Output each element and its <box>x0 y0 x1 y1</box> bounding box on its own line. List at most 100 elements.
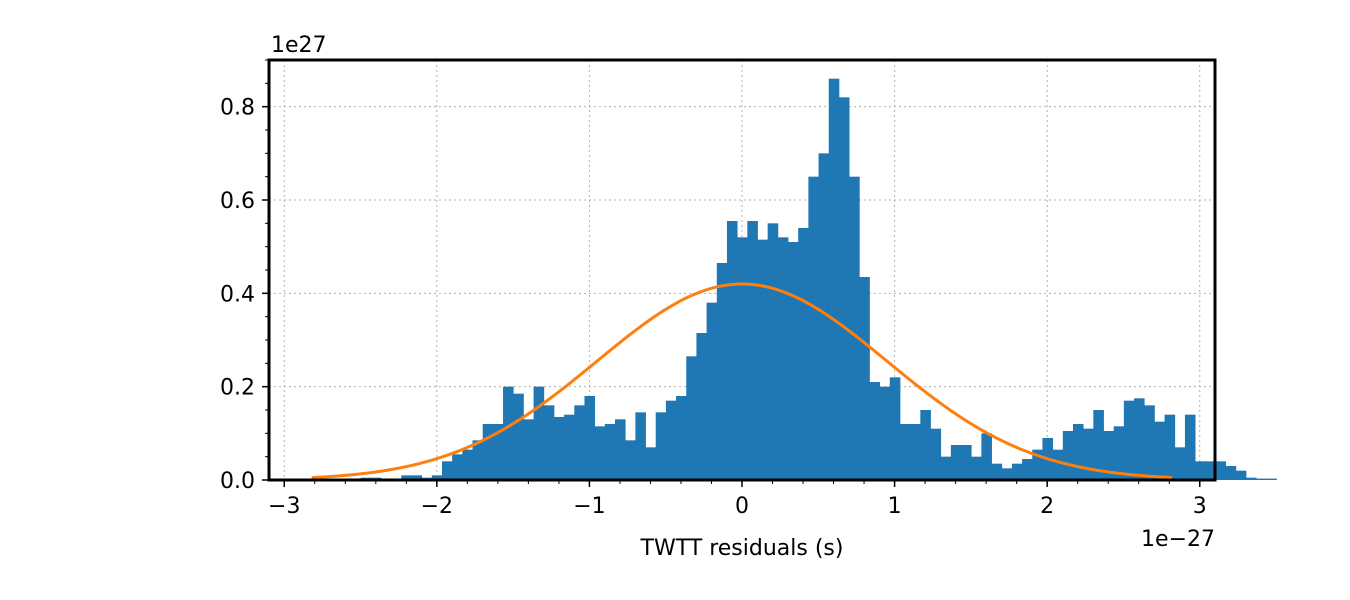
histogram-bar-11 <box>411 475 423 480</box>
histogram-bar-77 <box>1083 428 1094 480</box>
histogram-bar-84 <box>1154 421 1165 480</box>
histogram-bar-41 <box>716 263 728 480</box>
x-axis-label: TWTT residuals (s) <box>640 536 844 561</box>
histogram-bar-20 <box>503 386 514 480</box>
x-tick-label-6: 3 <box>1193 494 1207 519</box>
histogram-bar-38 <box>686 356 697 480</box>
histogram-bar-79 <box>1103 431 1115 480</box>
histogram-bar-90 <box>1215 461 1227 480</box>
x-tick-label-2: −1 <box>573 494 605 519</box>
histogram-bar-34 <box>645 447 657 480</box>
histogram-bar-83 <box>1144 405 1155 480</box>
histogram-bar-49 <box>798 228 809 480</box>
histogram-bar-58 <box>889 377 901 480</box>
histogram-bar-82 <box>1134 398 1145 480</box>
histogram-bar-15 <box>452 454 463 480</box>
histogram-bar-56 <box>869 382 881 480</box>
histogram-bar-81 <box>1123 400 1135 480</box>
histogram-bar-52 <box>828 78 840 481</box>
histogram-bar-64 <box>950 445 962 480</box>
histogram-bar-75 <box>1062 431 1074 480</box>
y-tick-label-3: 0.6 <box>220 189 255 214</box>
histogram-bar-71 <box>1022 459 1033 480</box>
histogram-bar-27 <box>574 405 585 480</box>
histogram-bar-33 <box>635 412 646 480</box>
histogram-bar-54 <box>849 176 860 480</box>
y-offset-label: 1e27 <box>271 33 327 58</box>
histogram-bar-13 <box>431 475 443 480</box>
histogram-bar-55 <box>859 277 870 480</box>
histogram-bar-25 <box>553 417 565 480</box>
histogram-bar-72 <box>1032 449 1043 480</box>
histogram-bar-66 <box>971 456 982 480</box>
x-tick-label-1: −2 <box>421 494 453 519</box>
y-tick-label-4: 0.8 <box>220 96 255 121</box>
histogram-bar-53 <box>838 97 850 480</box>
histogram-bar-32 <box>625 440 636 480</box>
histogram-bar-31 <box>615 419 626 480</box>
grid-lines <box>269 60 1215 481</box>
histogram-bar-22 <box>523 419 534 480</box>
histogram-bar-10 <box>401 475 412 480</box>
x-offset-label: 1e−27 <box>1141 527 1215 552</box>
histogram-bar-93 <box>1245 477 1257 480</box>
histogram-bar-51 <box>818 153 830 481</box>
histogram-bar-35 <box>655 412 667 480</box>
histogram-bar-94 <box>1256 478 1267 480</box>
y-tick-label-1: 0.2 <box>220 376 255 401</box>
x-tick-label-3: 0 <box>735 494 749 519</box>
x-tick-label-0: −3 <box>268 494 300 519</box>
histogram-bar-19 <box>492 424 504 480</box>
histogram-bar-50 <box>808 176 819 480</box>
histogram-bar-28 <box>584 396 596 480</box>
histogram-bar-62 <box>930 428 942 480</box>
histogram-bar-43 <box>737 237 748 480</box>
histogram-bars <box>299 78 1277 481</box>
histogram-bar-78 <box>1093 410 1104 480</box>
y-tick-label-2: 0.4 <box>220 282 255 307</box>
histogram-bar-37 <box>676 396 687 480</box>
histogram-bar-14 <box>441 461 453 480</box>
histogram-bar-76 <box>1072 424 1084 480</box>
histogram-bar-68 <box>991 463 1003 480</box>
y-axis-ticks: 0.0 0.2 0.4 0.6 0.8 <box>220 59 269 494</box>
histogram-bar-80 <box>1113 426 1125 480</box>
histogram-bar-70 <box>1011 463 1023 480</box>
histogram-bar-63 <box>940 456 952 480</box>
histogram-bar-24 <box>543 405 555 480</box>
histogram-bar-86 <box>1174 447 1186 480</box>
histogram-bar-36 <box>665 400 677 480</box>
histogram-bar-48 <box>788 242 799 480</box>
histogram-bar-59 <box>899 424 911 480</box>
histogram-bar-60 <box>910 424 921 480</box>
histogram-bar-39 <box>696 333 708 480</box>
histogram-bar-65 <box>961 445 972 480</box>
gaussian-fit-curve <box>311 282 1173 480</box>
histogram-bar-30 <box>604 424 616 480</box>
plot-frame <box>267 58 1217 482</box>
histogram-bar-74 <box>1052 449 1064 480</box>
histogram-bar-87 <box>1184 414 1196 480</box>
x-tick-label-5: 2 <box>1040 494 1054 519</box>
histogram-bar-57 <box>879 386 891 480</box>
histogram-bar-45 <box>757 239 769 480</box>
histogram-bar-95 <box>1266 478 1277 480</box>
histogram-bar-92 <box>1235 470 1247 480</box>
histogram-bar-26 <box>564 414 575 480</box>
histogram-bar-44 <box>747 221 758 480</box>
histogram-bar-42 <box>726 221 738 480</box>
histogram-bar-85 <box>1164 414 1176 480</box>
histogram-bar-17 <box>472 440 484 480</box>
histogram-bar-69 <box>1001 468 1013 480</box>
histogram-bar-16 <box>462 449 473 480</box>
histogram-bar-40 <box>706 302 718 480</box>
histogram-bar-47 <box>777 237 789 480</box>
histogram-bar-89 <box>1205 461 1216 480</box>
histogram-bar-88 <box>1195 461 1206 480</box>
x-tick-label-4: 1 <box>888 494 902 519</box>
histogram-bar-18 <box>482 424 494 480</box>
histogram-bar-46 <box>767 223 779 481</box>
histogram-bar-23 <box>533 386 545 480</box>
histogram-bar-29 <box>594 426 606 480</box>
